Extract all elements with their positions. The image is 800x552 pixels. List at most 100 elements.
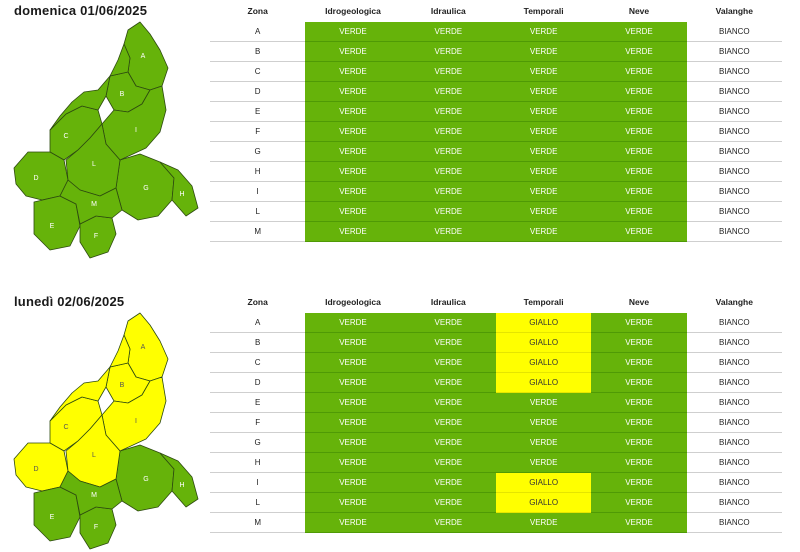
valanghe-level-cell: BIANCO [686, 512, 782, 533]
map-zones: A B C D E F G H I L M [13, 21, 199, 259]
map-zone-label-f: F [94, 524, 98, 531]
idrogeologica-level-cell: VERDE [305, 472, 401, 493]
zone-cell: L [210, 492, 306, 513]
valanghe-level-cell: BIANCO [686, 141, 782, 162]
temporali-level-cell: VERDE [495, 161, 592, 182]
map-zone-label-b: B [120, 382, 125, 389]
map-zone-label-e: E [50, 514, 55, 521]
idraulica-level-cell: VERDE [400, 61, 496, 82]
idraulica-level-cell: VERDE [400, 392, 496, 413]
temporali-level-cell: VERDE [495, 181, 592, 202]
day-title: domenica 01/06/2025 [14, 3, 148, 18]
map-zone-label-h: H [179, 482, 184, 489]
alerts-table: Zona Idrogeologica Idraulica Temporali Neve V… [210, 0, 782, 242]
neve-level-cell: VERDE [591, 221, 687, 242]
map-zone-b [109, 334, 131, 368]
idrogeologica-level-cell: VERDE [305, 22, 401, 42]
valanghe-level-cell: BIANCO [686, 332, 782, 353]
map-zone-label-f: F [94, 233, 98, 240]
neve-level-cell: VERDE [591, 101, 687, 122]
idrogeologica-level-cell: VERDE [305, 161, 401, 182]
zone-cell: B [210, 41, 306, 62]
idrogeologica-level-cell: VERDE [305, 392, 401, 413]
table-row-zone-g: G VERDE VERDE VERDE VERDE BIANCO [210, 141, 782, 162]
valanghe-level-cell: BIANCO [686, 452, 782, 473]
map-zone-h [159, 161, 199, 217]
map-zone-label-a: A [141, 53, 146, 60]
table-row-zone-a: A VERDE VERDE GIALLO VERDE BIANCO [210, 313, 782, 333]
zone-cell: G [210, 141, 306, 162]
idrogeologica-level-cell: VERDE [305, 352, 401, 373]
idraulica-level-cell: VERDE [400, 512, 496, 533]
table-row-zone-b: B VERDE VERDE VERDE VERDE BIANCO [210, 41, 782, 62]
temporali-level-cell: GIALLO [495, 372, 592, 393]
neve-level-cell: VERDE [591, 492, 687, 513]
zone-cell: A [210, 313, 306, 333]
alerts-table: Zona Idrogeologica Idraulica Temporali Neve V… [210, 291, 782, 533]
neve-level-cell: VERDE [591, 141, 687, 162]
column-header-zona: Zona [247, 6, 268, 16]
valanghe-level-cell: BIANCO [686, 352, 782, 373]
map-zone-e [33, 486, 81, 542]
idraulica-level-cell: VERDE [400, 101, 496, 122]
zone-cell: M [210, 221, 306, 242]
idrogeologica-level-cell: VERDE [305, 512, 401, 533]
idraulica-level-cell: VERDE [400, 352, 496, 373]
neve-level-cell: VERDE [591, 201, 687, 222]
valanghe-level-cell: BIANCO [686, 432, 782, 453]
idrogeologica-level-cell: VERDE [305, 181, 401, 202]
idrogeologica-level-cell: VERDE [305, 372, 401, 393]
idrogeologica-level-cell: VERDE [305, 101, 401, 122]
map-zone-b [109, 43, 131, 77]
map-zone-label-l: L [92, 161, 96, 168]
idrogeologica-level-cell: VERDE [305, 121, 401, 142]
temporali-level-cell: GIALLO [495, 332, 592, 353]
column-header-idraulica: Idraulica [430, 297, 466, 307]
idrogeologica-level-cell: VERDE [305, 141, 401, 162]
idrogeologica-level-cell: VERDE [305, 313, 401, 333]
idraulica-level-cell: VERDE [400, 22, 496, 42]
map-zone-label-d: D [33, 466, 38, 473]
table-row-zone-e: E VERDE VERDE VERDE VERDE BIANCO [210, 101, 782, 122]
idraulica-level-cell: VERDE [400, 492, 496, 513]
column-header-valanghe: Valanghe [715, 6, 753, 16]
map-zone-label-m: M [91, 492, 97, 499]
temporali-level-cell: VERDE [495, 221, 592, 242]
idraulica-level-cell: VERDE [400, 412, 496, 433]
map-zone-label-g: G [143, 476, 148, 483]
neve-level-cell: VERDE [591, 81, 687, 102]
table-row-zone-d: D VERDE VERDE VERDE VERDE BIANCO [210, 81, 782, 102]
valanghe-level-cell: BIANCO [686, 81, 782, 102]
table-row-zone-e: E VERDE VERDE VERDE VERDE BIANCO [210, 392, 782, 413]
idrogeologica-level-cell: VERDE [305, 492, 401, 513]
neve-level-cell: VERDE [591, 352, 687, 373]
neve-level-cell: VERDE [591, 392, 687, 413]
zone-cell: F [210, 121, 306, 142]
table-row-zone-c: C VERDE VERDE VERDE VERDE BIANCO [210, 61, 782, 82]
map-zone-d [13, 442, 69, 492]
map-zone-label-g: G [143, 185, 148, 192]
valanghe-level-cell: BIANCO [686, 313, 782, 333]
zone-cell: C [210, 61, 306, 82]
temporali-level-cell: GIALLO [495, 313, 592, 333]
table-row-zone-f: F VERDE VERDE VERDE VERDE BIANCO [210, 412, 782, 433]
zone-cell: I [210, 181, 306, 202]
zone-cell: E [210, 392, 306, 413]
idraulica-level-cell: VERDE [400, 452, 496, 473]
neve-level-cell: VERDE [591, 41, 687, 62]
neve-level-cell: VERDE [591, 22, 687, 42]
neve-level-cell: VERDE [591, 412, 687, 433]
temporali-level-cell: VERDE [495, 61, 592, 82]
map-zone-d [13, 151, 69, 201]
temporali-level-cell: VERDE [495, 201, 592, 222]
neve-level-cell: VERDE [591, 472, 687, 493]
zone-cell: L [210, 201, 306, 222]
column-header-temporali: Temporali [523, 6, 564, 16]
map-zone-label-c: C [63, 424, 68, 431]
temporali-level-cell: VERDE [495, 121, 592, 142]
column-header-idrogeologica: Idrogeologica [325, 6, 381, 16]
day-title: lunedì 02/06/2025 [14, 294, 125, 309]
valanghe-level-cell: BIANCO [686, 161, 782, 182]
table-row-zone-m: M VERDE VERDE VERDE VERDE BIANCO [210, 221, 782, 242]
map-zone-m [59, 470, 123, 516]
